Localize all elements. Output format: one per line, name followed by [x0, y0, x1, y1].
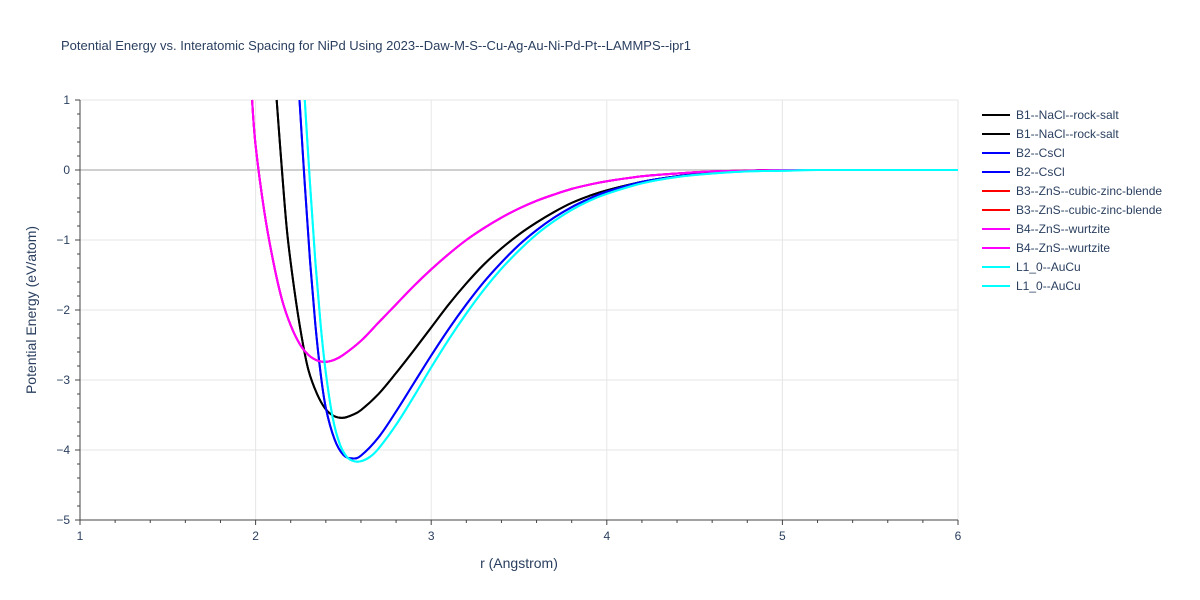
series-line-l1-0-aucu: [303, 99, 958, 463]
legend-label: L1_0--AuCu: [1016, 279, 1081, 293]
series-line-b3-zns-cubic-zinc-blende: [251, 99, 958, 363]
legend-item[interactable]: B2--CsCl: [982, 165, 1065, 179]
x-tick-label: 3: [428, 529, 435, 543]
y-tick-label: 1: [63, 93, 70, 107]
legend-label: B1--NaCl--rock-salt: [1016, 108, 1119, 122]
legend-label: B2--CsCl: [1016, 165, 1065, 179]
y-tick-label: −5: [56, 513, 70, 527]
chart-title: Potential Energy vs. Interatomic Spacing…: [61, 38, 691, 53]
series-line-b1-nacl-rock-salt: [275, 99, 958, 419]
x-tick-label: 2: [252, 529, 259, 543]
legend-item[interactable]: B4--ZnS--wurtzite: [982, 222, 1110, 236]
legend-item[interactable]: B1--NaCl--rock-salt: [982, 108, 1119, 122]
x-tick-label: 4: [603, 529, 610, 543]
x-tick-label: 1: [77, 529, 84, 543]
legend-item[interactable]: L1_0--AuCu: [982, 279, 1081, 293]
legend-item[interactable]: B3--ZnS--cubic-zinc-blende: [982, 203, 1162, 217]
legend-item[interactable]: B1--NaCl--rock-salt: [982, 127, 1119, 141]
y-tick-label: −1: [56, 233, 70, 247]
legend[interactable]: B1--NaCl--rock-salt B1--NaCl--rock-salt B2…: [982, 108, 1162, 293]
legend-label: B2--CsCl: [1016, 146, 1065, 160]
series-layer: [251, 99, 958, 463]
legend-item[interactable]: B3--ZnS--cubic-zinc-blende: [982, 184, 1162, 198]
y-tick-label: −2: [56, 303, 70, 317]
series-line-b2-cscl: [298, 99, 958, 460]
legend-item[interactable]: B4--ZnS--wurtzite: [982, 241, 1110, 255]
legend-label: L1_0--AuCu: [1016, 260, 1081, 274]
series-line-l1-0-aucu: [303, 99, 958, 463]
series-line-b1-nacl-rock-salt: [275, 99, 958, 419]
legend-label: B3--ZnS--cubic-zinc-blende: [1016, 203, 1162, 217]
series-line-b3-zns-cubic-zinc-blende: [251, 99, 958, 363]
legend-label: B3--ZnS--cubic-zinc-blende: [1016, 184, 1162, 198]
x-tick-label: 5: [779, 529, 786, 543]
x-tick-label: 6: [955, 529, 962, 543]
y-axis-title: Potential Energy (eV/atom): [23, 226, 39, 394]
series-line-b4-zns-wurtzite: [251, 99, 958, 363]
y-tick-label: 0: [63, 163, 70, 177]
legend-label: B1--NaCl--rock-salt: [1016, 127, 1119, 141]
grid-layer: [80, 99, 959, 520]
x-axis-title: r (Angstrom): [480, 555, 558, 571]
legend-item[interactable]: L1_0--AuCu: [982, 260, 1081, 274]
y-tick-label: −4: [56, 443, 70, 457]
series-line-b2-cscl: [298, 99, 958, 460]
axes-layer: 1 2 3 4 5 6 1 0 −1 −2 −3 −4 −5: [56, 93, 961, 543]
series-line-b4-zns-wurtzite: [251, 99, 958, 363]
y-tick-label: −3: [56, 373, 70, 387]
legend-item[interactable]: B2--CsCl: [982, 146, 1065, 160]
legend-label: B4--ZnS--wurtzite: [1016, 222, 1110, 236]
legend-label: B4--ZnS--wurtzite: [1016, 241, 1110, 255]
